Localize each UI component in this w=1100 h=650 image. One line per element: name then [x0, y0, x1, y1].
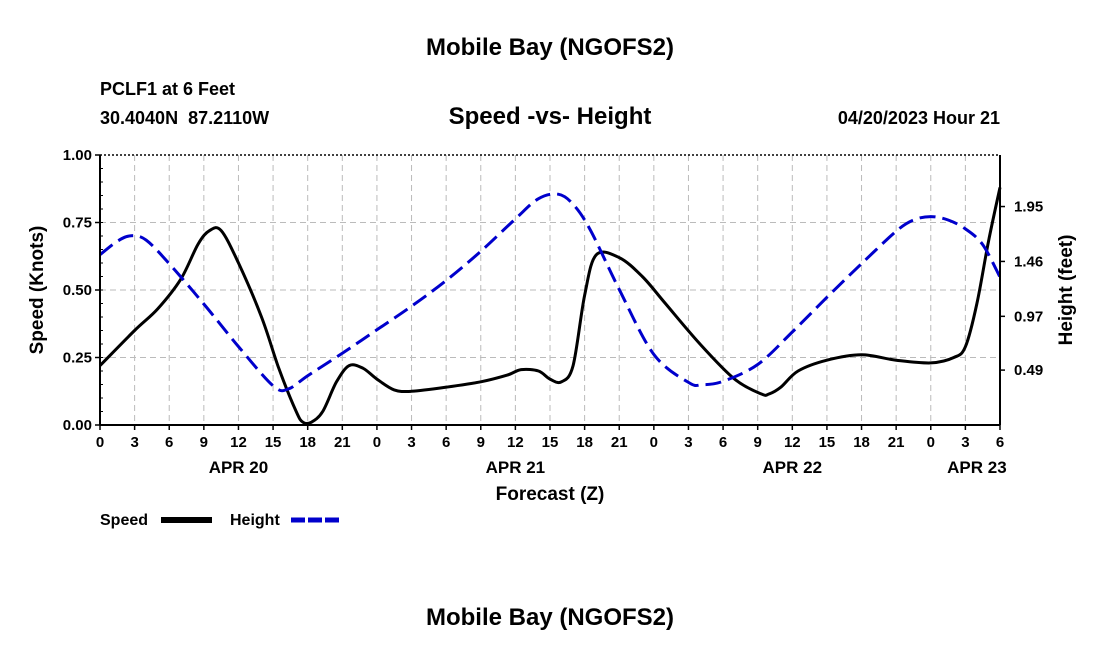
chart-main-title: Mobile Bay (NGOFS2)	[426, 34, 674, 61]
x-tick-label: 3	[961, 434, 969, 451]
station-coords: 30.4040N 87.2110W	[100, 108, 269, 128]
legend-speed-label: Speed	[100, 512, 148, 529]
x-tick-label: 15	[819, 434, 836, 451]
x-tick-label: 12	[784, 434, 801, 451]
y2-axis-label: Height (feet)	[1056, 235, 1077, 346]
y-tick-label: 1.00	[63, 147, 92, 164]
x-date-label: APR 21	[486, 458, 546, 477]
x-tick-label: 18	[299, 434, 316, 451]
footer-title: Mobile Bay (NGOFS2)	[426, 604, 674, 631]
y-tick-label: 0.25	[63, 350, 92, 367]
x-tick-label: 21	[334, 434, 351, 451]
x-tick-label: 21	[888, 434, 905, 451]
x-tick-label: 0	[96, 434, 104, 451]
x-date-label: APR 20	[209, 458, 269, 477]
y2-tick-label: 1.95	[1014, 199, 1043, 216]
x-tick-label: 3	[130, 434, 138, 451]
y2-tick-label: 0.97	[1014, 308, 1043, 325]
x-tick-label: 18	[853, 434, 870, 451]
x-date-label: APR 23	[947, 458, 1007, 477]
legend-height-label: Height	[230, 512, 280, 529]
x-tick-label: 9	[754, 434, 762, 451]
x-date-label: APR 22	[763, 458, 823, 477]
station-name: PCLF1 at 6 Feet	[100, 79, 235, 99]
series-line-height	[99, 192, 1002, 393]
x-tick-label: 12	[230, 434, 247, 451]
y2-tick-label: 1.46	[1014, 253, 1043, 270]
chart-axes: 0 3 6 9 12 15 18 21 0 3 6 9 12 15 18 21 0 3 6 9 12 15 18 21 0 3 6 A…	[63, 147, 1043, 477]
x-tick-label: 3	[407, 434, 415, 451]
y-tick-label: 0.75	[63, 215, 92, 232]
y-tick-label: 0.50	[63, 282, 92, 299]
x-tick-label: 9	[477, 434, 485, 451]
x-tick-label: 12	[507, 434, 524, 451]
x-tick-label: 0	[927, 434, 935, 451]
x-tick-label: 21	[611, 434, 628, 451]
chart-subtitle: Speed -vs- Height	[449, 103, 652, 130]
x-tick-label: 3	[684, 434, 692, 451]
y2-tick-label: 0.49	[1014, 362, 1043, 379]
chart-series	[98, 187, 1002, 426]
x-tick-label: 6	[996, 434, 1004, 451]
x-tick-label: 9	[200, 434, 208, 451]
x-tick-label: 18	[576, 434, 593, 451]
series-line-speed	[98, 187, 1002, 426]
x-axis-label: Forecast (Z)	[496, 484, 605, 505]
x-tick-label: 15	[542, 434, 559, 451]
forecast-timestamp: 04/20/2023 Hour 21	[838, 108, 1000, 128]
x-tick-label: 0	[373, 434, 381, 451]
x-tick-label: 6	[165, 434, 173, 451]
y-tick-label: 0.00	[63, 417, 92, 434]
x-tick-label: 0	[650, 434, 658, 451]
x-tick-label: 6	[719, 434, 727, 451]
chart-legend: Speed Height	[100, 512, 342, 529]
y-axis-label: Speed (Knots)	[27, 226, 48, 355]
x-tick-label: 15	[265, 434, 282, 451]
x-tick-label: 6	[442, 434, 450, 451]
